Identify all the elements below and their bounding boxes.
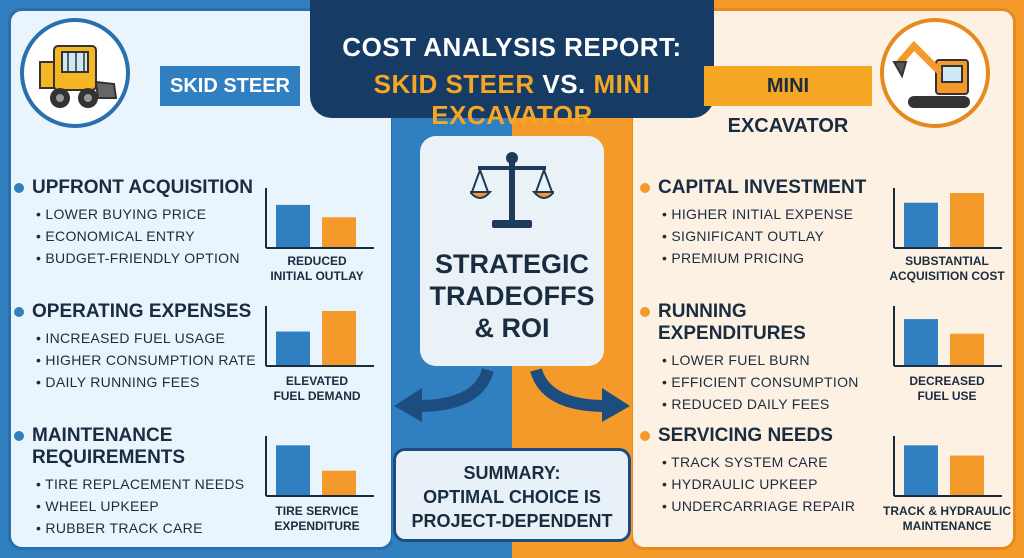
excavator-capital-section: CAPITAL INVESTMENT HIGHER INITIAL EXPENS…: [640, 177, 888, 269]
strategic-tradeoffs-text: STRATEGIC TRADEOFFS & ROI: [429, 249, 595, 343]
list-item: LOWER BUYING PRICE: [36, 203, 274, 225]
list-item: DAILY RUNNING FEES: [36, 371, 278, 393]
list-item: ECONOMICAL ENTRY: [36, 225, 274, 247]
mini-bar-chart: [264, 436, 374, 498]
bar: [950, 193, 984, 247]
mini-excavator-icon: [892, 40, 970, 108]
list-item: SIGNIFICANT OUTLAY: [662, 225, 888, 247]
chart-caption: SUBSTANTIAL ACQUISITION COST: [889, 254, 1005, 283]
bullet-dot: [14, 307, 24, 317]
mini-bar-chart: [892, 188, 1002, 250]
list-item: REDUCED DAILY FEES: [662, 393, 894, 415]
chart-caption: DECREASED FUEL USE: [909, 374, 985, 403]
bar: [322, 217, 356, 247]
list-item: LOWER FUEL BURN: [662, 349, 894, 371]
bar: [904, 445, 938, 495]
list-item: TIRE REPLACEMENT NEEDS: [36, 473, 274, 495]
title-line-1: COST ANALYSIS REPORT:: [342, 32, 682, 62]
title-skid-steer: SKID STEER: [373, 69, 535, 99]
bullet-dot: [640, 183, 650, 193]
section-title-text: CAPITAL INVESTMENT: [658, 177, 867, 198]
list-item: HIGHER CONSUMPTION RATE: [36, 349, 278, 371]
bar: [904, 202, 938, 247]
skid-steer-badge: [20, 18, 130, 128]
excavator-running-section: RUNNING EXPENDITURES LOWER FUEL BURN EFF…: [640, 301, 894, 415]
mini-bar-chart: [264, 188, 374, 250]
bar-chart-svg: [893, 306, 1002, 367]
summary-box: SUMMARY: OPTIMAL CHOICE IS PROJECT-DEPEN…: [393, 448, 631, 542]
bar-chart-svg: [265, 306, 374, 367]
section-title-text: UPFRONT ACQUISITION: [32, 177, 253, 198]
section-title: SERVICING NEEDS: [640, 425, 880, 447]
skid-steer-icon: [39, 45, 118, 108]
strategic-tradeoffs-box: STRATEGIC TRADEOFFS & ROI: [420, 136, 604, 366]
chart-caption: ELEVATED FUEL DEMAND: [273, 374, 361, 403]
bar: [322, 470, 356, 495]
bar-chart-svg: [893, 436, 1002, 497]
bullet-dot: [14, 183, 24, 193]
section-title: UPFRONT ACQUISITION: [14, 177, 274, 199]
list-item: TRACK SYSTEM CARE: [662, 451, 880, 473]
bar: [950, 455, 984, 495]
list-item: EFFICIENT CONSUMPTION: [662, 371, 894, 393]
section-title-text: RUNNING EXPENDITURES: [658, 301, 806, 344]
list-item: RUBBER TRACK CARE: [36, 517, 274, 539]
list-item: HYDRAULIC UPKEEP: [662, 473, 880, 495]
section-title-text: SERVICING NEEDS: [658, 425, 833, 446]
excavator-servicing-section: SERVICING NEEDS TRACK SYSTEM CARE HYDRAU…: [640, 425, 880, 517]
mini-bar-chart: [892, 436, 1002, 498]
bar-chart-svg: [265, 436, 374, 497]
skid-operating-section: OPERATING EXPENSES INCREASED FUEL USAGE …: [14, 301, 278, 393]
bar-chart-svg: [893, 188, 1002, 249]
mini-bar-chart: [264, 306, 374, 368]
skid-upfront-section: UPFRONT ACQUISITION LOWER BUYING PRICE E…: [14, 177, 274, 269]
skid-steer-ribbon: SKID STEER: [160, 66, 300, 106]
bar-chart-svg: [265, 188, 374, 249]
list-item: UNDERCARRIAGE REPAIR: [662, 495, 880, 517]
chart-caption: TRACK & HYDRAULIC MAINTENANCE: [883, 504, 1011, 533]
list-item: WHEEL UPKEEP: [36, 495, 274, 517]
bar: [950, 333, 984, 365]
chart-caption: REDUCED INITIAL OUTLAY: [270, 254, 364, 283]
title-vs: VS.: [534, 69, 594, 99]
bullet-dot: [640, 307, 650, 317]
list-item: HIGHER INITIAL EXPENSE: [662, 203, 888, 225]
title-line-2: SKID STEER VS. MINI EXCAVATOR: [310, 69, 714, 131]
section-title: RUNNING EXPENDITURES: [640, 301, 894, 345]
skid-maintenance-section: MAINTENANCE REQUIREMENTS TIRE REPLACEMEN…: [14, 425, 274, 539]
section-title: MAINTENANCE REQUIREMENTS: [14, 425, 274, 469]
section-title-text: OPERATING EXPENSES: [32, 301, 252, 322]
section-title: OPERATING EXPENSES: [14, 301, 278, 323]
bullet-dot: [640, 431, 650, 441]
list-item: BUDGET-FRIENDLY OPTION: [36, 247, 274, 269]
bar: [276, 331, 310, 365]
list-item: PREMIUM PRICING: [662, 247, 888, 269]
curved-arrow-left-icon: [394, 368, 494, 422]
mini-excavator-ribbon: MINI EXCAVATOR: [704, 66, 872, 137]
chart-caption: TIRE SERVICE EXPENDITURE: [274, 504, 360, 533]
balance-scale-icon: [470, 152, 554, 228]
bar: [276, 204, 310, 247]
bar: [904, 319, 938, 365]
curved-arrow-right-icon: [530, 368, 630, 422]
mini-excavator-badge: [880, 18, 990, 128]
list-item: INCREASED FUEL USAGE: [36, 327, 278, 349]
bar: [322, 311, 356, 365]
bullet-dot: [14, 431, 24, 441]
report-title: COST ANALYSIS REPORT: SKID STEER VS. MIN…: [310, 0, 714, 130]
section-title: CAPITAL INVESTMENT: [640, 177, 888, 199]
mini-bar-chart: [892, 306, 1002, 368]
section-title-text: MAINTENANCE REQUIREMENTS: [32, 425, 186, 468]
bar: [276, 445, 310, 495]
title-mini-excavator: MINI EXCAVATOR: [431, 69, 651, 130]
